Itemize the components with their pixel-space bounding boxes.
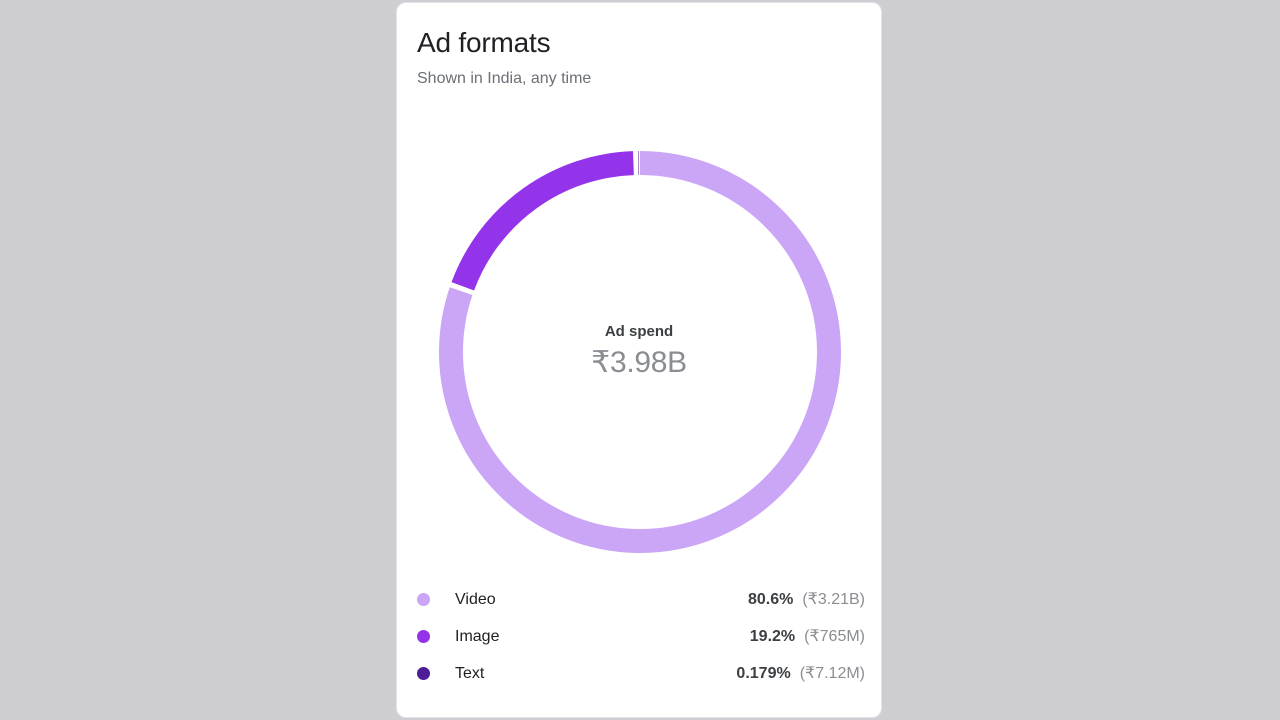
ad-formats-card: Ad formats Shown in India, any time Ad s… xyxy=(396,2,882,718)
page-title: Ad formats xyxy=(417,27,551,58)
legend-label: Video xyxy=(455,590,496,608)
legend-row-video[interactable]: Video 80.6% (₹3.21B) xyxy=(417,581,865,618)
legend-swatch-image-icon xyxy=(417,630,430,643)
legend-percent: 0.179% xyxy=(736,664,791,682)
legend-values: 80.6% (₹3.21B) xyxy=(748,589,865,611)
legend-values: 19.2% (₹765M) xyxy=(750,626,865,648)
card-header: Ad formats Shown in India, any time xyxy=(397,3,881,90)
legend-swatch-text-icon xyxy=(417,667,430,680)
legend-row-text[interactable]: Text 0.179% (₹7.12M) xyxy=(417,655,865,692)
scrollbar-track[interactable] xyxy=(882,0,892,720)
legend-values: 0.179% (₹7.12M) xyxy=(736,663,865,685)
donut-slice-video[interactable] xyxy=(439,151,841,553)
legend-amount: (₹765M) xyxy=(804,627,865,645)
legend-percent: 80.6% xyxy=(747,590,794,608)
legend-percent: 19.2% xyxy=(749,627,796,645)
legend-label: Image xyxy=(455,627,500,645)
legend-amount: (₹7.12M) xyxy=(799,664,865,682)
chart-legend: Video 80.6% (₹3.21B) Image 19.2% (₹765M) Text 0… xyxy=(417,581,865,692)
donut-chart: Ad spend ₹3.98B xyxy=(397,131,881,573)
donut-chart-svg xyxy=(439,151,841,553)
card-subtitle: Shown in India, any time xyxy=(417,70,592,87)
legend-amount: (₹3.21B) xyxy=(802,590,865,608)
legend-label: Text xyxy=(455,664,485,682)
legend-row-image[interactable]: Image 19.2% (₹765M) xyxy=(417,618,865,655)
legend-swatch-video-icon xyxy=(417,593,430,606)
